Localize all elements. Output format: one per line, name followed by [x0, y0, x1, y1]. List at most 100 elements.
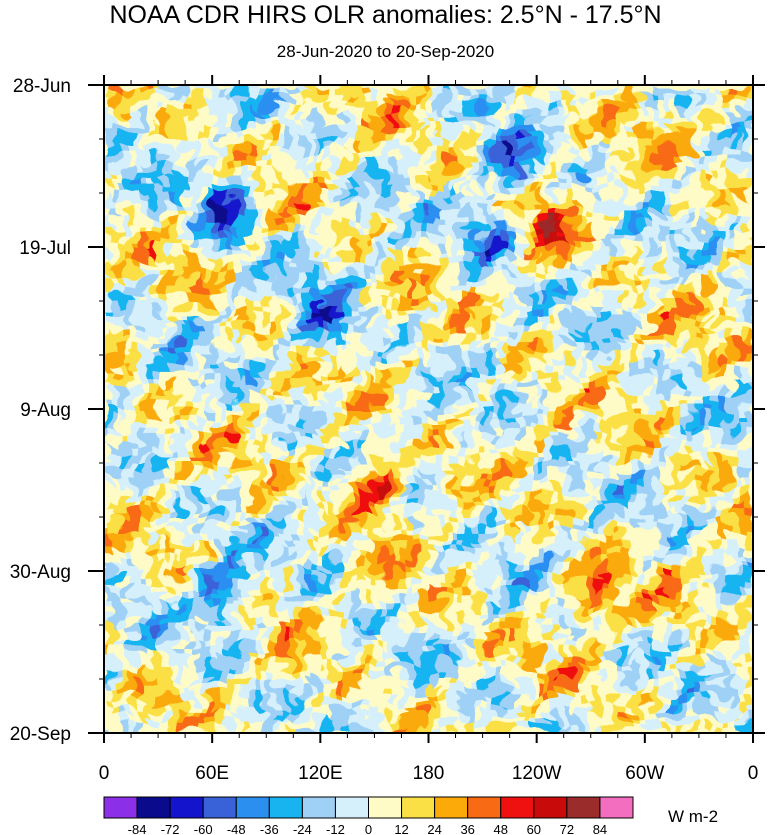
anomaly-cell: [349, 347, 357, 356]
anomaly-cell: [204, 123, 213, 132]
anomaly-cell: [118, 493, 127, 503]
anomaly-cell: [183, 331, 192, 341]
anomaly-cell: [233, 293, 242, 302]
anomaly-cell: [197, 139, 206, 148]
anomaly-cell: [140, 177, 148, 186]
anomaly-cell: [587, 347, 595, 356]
anomaly-cell: [378, 108, 386, 117]
anomaly-cell: [132, 216, 141, 225]
anomaly-cell: [457, 401, 466, 410]
anomaly-cell: [529, 463, 538, 472]
anomaly-cell: [486, 108, 494, 117]
anomaly-cell: [695, 424, 704, 433]
anomaly-cell: [659, 370, 668, 379]
anomaly-cell: [363, 401, 372, 410]
anomaly-cell: [659, 439, 668, 449]
anomaly-cell: [204, 146, 213, 156]
anomaly-cell: [204, 247, 213, 256]
anomaly-cell: [370, 85, 379, 94]
anomaly-cell: [118, 247, 127, 256]
anomaly-cell: [623, 239, 632, 248]
anomaly-cell: [731, 486, 740, 495]
anomaly-cell: [493, 208, 502, 217]
anomaly-cell: [204, 432, 213, 441]
anomaly-cell: [204, 493, 213, 503]
anomaly-cell: [731, 424, 740, 433]
anomaly-cell: [313, 115, 321, 125]
anomaly-cell: [284, 324, 293, 333]
anomaly-cell: [392, 370, 401, 379]
anomaly-cell: [637, 200, 646, 210]
anomaly-cell: [291, 401, 300, 410]
anomaly-cell: [298, 432, 307, 441]
anomaly-cell: [248, 339, 257, 348]
anomaly-cell: [212, 378, 220, 387]
anomaly-cell: [601, 254, 610, 264]
anomaly-cell: [327, 509, 336, 518]
anomaly-cell: [118, 447, 127, 456]
anomaly-cell: [745, 162, 753, 171]
anomaly-cell: [680, 370, 689, 379]
anomaly-cell: [140, 478, 148, 487]
anomaly-cell: [313, 131, 321, 140]
anomaly-cell: [486, 301, 494, 310]
anomaly-cell: [291, 416, 300, 426]
anomaly-cell: [623, 339, 632, 348]
anomaly-cell: [378, 169, 386, 179]
anomaly-cell: [745, 393, 753, 402]
anomaly-cell: [543, 478, 552, 487]
anomaly-cell: [493, 439, 502, 449]
anomaly-cell: [168, 293, 177, 302]
anomaly-cell: [190, 185, 199, 194]
anomaly-cell: [695, 239, 704, 248]
anomaly-cell: [370, 455, 379, 464]
anomaly-cell: [623, 393, 632, 402]
anomaly-cell: [745, 455, 753, 464]
anomaly-cell: [623, 169, 632, 179]
anomaly-cell: [471, 123, 480, 132]
anomaly-cell: [587, 146, 595, 156]
anomaly-cell: [291, 108, 300, 117]
anomaly-cell: [320, 85, 329, 94]
anomaly-cell: [421, 432, 430, 441]
anomaly-cell: [291, 146, 300, 156]
anomaly-cell: [457, 301, 466, 310]
anomaly-cell: [161, 115, 170, 125]
anomaly-cell: [298, 316, 307, 325]
anomaly-cell: [176, 139, 184, 148]
anomaly-cell: [450, 254, 458, 264]
anomaly-cell: [241, 501, 249, 510]
anomaly-cell: [176, 339, 184, 348]
anomaly-cell: [305, 146, 314, 156]
anomaly-cell: [176, 131, 184, 140]
anomaly-cell: [277, 478, 285, 487]
anomaly-cell: [551, 92, 559, 102]
anomaly-cell: [680, 123, 689, 132]
anomaly-cell: [450, 146, 458, 156]
anomaly-cell: [457, 285, 466, 294]
anomaly-cell: [262, 108, 271, 117]
anomaly-cell: [702, 247, 711, 256]
anomaly-cell: [327, 254, 336, 264]
anomaly-cell: [623, 385, 632, 395]
anomaly-cell: [233, 316, 242, 325]
anomaly-cell: [551, 424, 559, 433]
anomaly-cell: [414, 185, 422, 194]
anomaly-cell: [204, 108, 213, 117]
anomaly-cell: [233, 216, 242, 225]
anomaly-cell: [118, 123, 127, 132]
anomaly-cell: [442, 378, 451, 387]
anomaly-cell: [255, 100, 264, 109]
anomaly-cell: [587, 447, 595, 456]
anomaly-cell: [277, 208, 285, 217]
anomaly-cell: [378, 277, 386, 287]
anomaly-cell: [493, 162, 502, 171]
anomaly-cell: [515, 115, 523, 125]
anomaly-cell: [551, 146, 559, 156]
anomaly-cell: [709, 262, 718, 271]
anomaly-cell: [255, 316, 264, 325]
anomaly-cell: [680, 169, 689, 179]
anomaly-cell: [644, 416, 653, 426]
anomaly-cell: [515, 362, 523, 372]
anomaly-cell: [659, 270, 668, 279]
